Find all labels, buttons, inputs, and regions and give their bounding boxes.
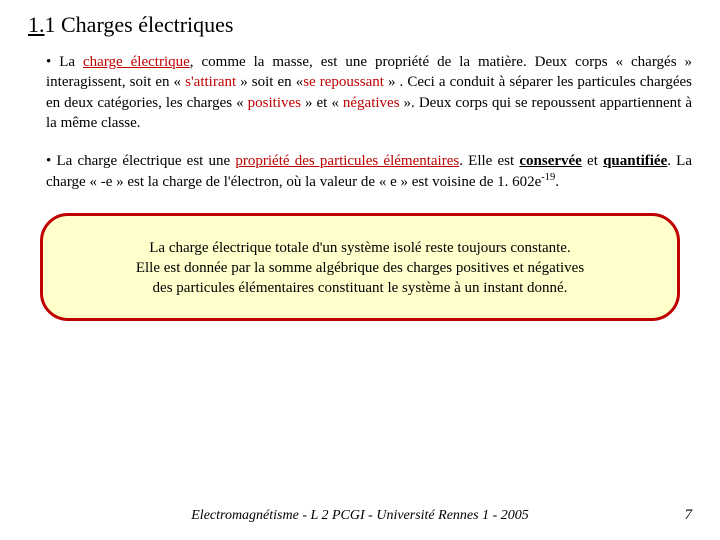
p2-text: et	[582, 153, 603, 169]
section-heading: 1.1 Charges électriques	[28, 12, 692, 38]
box-line-2: Elle est donnée par la somme algébrique …	[63, 258, 657, 278]
box-line-1: La charge électrique totale d'un système…	[63, 238, 657, 258]
p2-exponent: -19	[541, 172, 555, 183]
heading-prefix: 1.	[28, 12, 45, 37]
highlight-box: La charge électrique totale d'un système…	[40, 213, 680, 322]
p2-text: .	[555, 174, 559, 190]
p1-term-negative: négatives	[343, 95, 400, 111]
p2-term-quantified: quantifiée	[603, 153, 667, 169]
p2-text: . Elle est	[459, 153, 519, 169]
paragraph-2: • La charge électrique est une propriété…	[46, 151, 692, 193]
paragraph-1: • La charge électrique, comme la masse, …	[46, 52, 692, 133]
p1-text: • La	[46, 54, 83, 70]
box-line-3: des particules élémentaires constituant …	[63, 278, 657, 298]
footer-text: Electromagnétisme - L 2 PCGI - Universit…	[0, 508, 720, 524]
p1-term-repel: se repoussant	[303, 74, 384, 90]
p1-text: » soit en «	[236, 74, 303, 90]
p2-text: • La charge électrique est une	[46, 153, 235, 169]
page-number: 7	[685, 507, 693, 524]
p2-term-conserved: conservée	[519, 153, 581, 169]
p1-term-positive: positives	[248, 95, 301, 111]
p1-term-charge: charge électrique	[83, 54, 190, 70]
p1-text: » et «	[301, 95, 343, 111]
heading-rest: 1 Charges électriques	[45, 12, 234, 37]
p2-term-property: propriété des particules élémentaires	[235, 153, 459, 169]
p1-term-attract: s'attirant	[185, 74, 236, 90]
